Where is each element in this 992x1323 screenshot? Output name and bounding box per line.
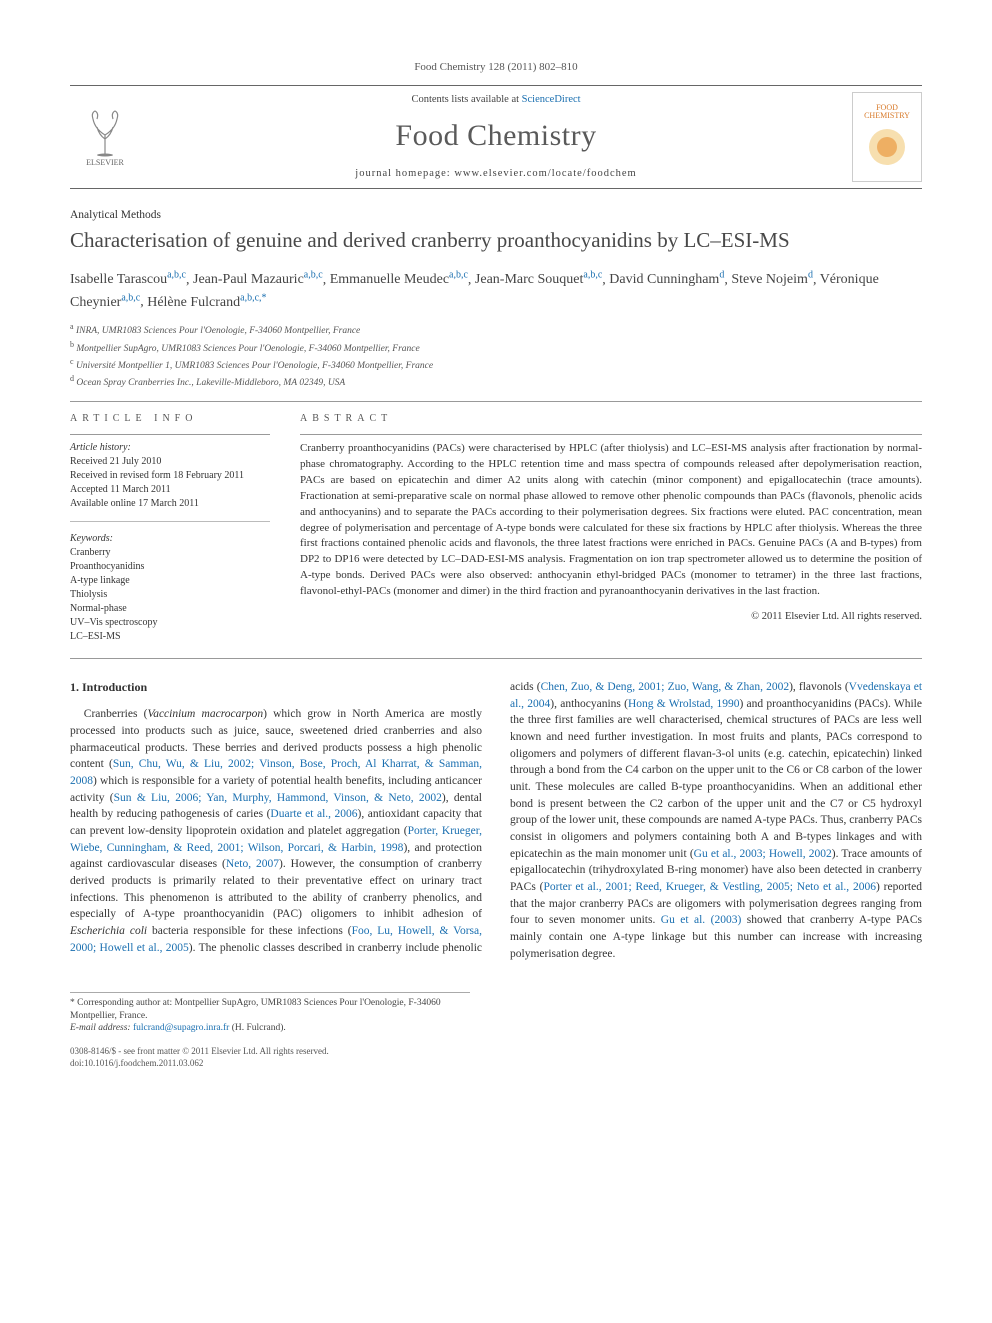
- homepage-url: www.elsevier.com/locate/foodchem: [454, 168, 636, 179]
- citation-link[interactable]: Duarte et al., 2006: [270, 808, 357, 820]
- author: Hélène Fulcranda,b,c,*: [147, 295, 266, 310]
- author: Emmanuelle Meudeca,b,c: [330, 272, 468, 287]
- divider: [70, 401, 922, 402]
- article-section-label: Analytical Methods: [70, 207, 922, 223]
- divider: [300, 434, 922, 435]
- journal-cover-thumbnail: FOOD CHEMISTRY: [852, 92, 922, 182]
- journal-reference: Food Chemistry 128 (2011) 802–810: [70, 60, 922, 75]
- article-info-column: ARTICLE INFO Article history: Received 2…: [70, 408, 270, 644]
- author: Isabelle Tarascoua,b,c: [70, 272, 186, 287]
- keyword: UV–Vis spectroscopy: [70, 616, 270, 630]
- email-label: E-mail address:: [70, 1023, 131, 1033]
- citation-link[interactable]: Hong & Wrolstad, 1990: [628, 698, 740, 710]
- corresponding-author-note: * Corresponding author at: Montpellier S…: [70, 997, 470, 1022]
- history-item: Received 21 July 2010: [70, 455, 270, 469]
- homepage-prefix: journal homepage:: [355, 168, 454, 179]
- author: Jean-Paul Mazaurica,b,c: [193, 272, 323, 287]
- citation-link[interactable]: Gu et al., 2003; Howell, 2002: [694, 848, 832, 860]
- footnote-block: * Corresponding author at: Montpellier S…: [70, 992, 470, 1034]
- citation-link[interactable]: Sun & Liu, 2006; Yan, Murphy, Hammond, V…: [114, 792, 442, 804]
- abstract-text: Cranberry proanthocyanidins (PACs) were …: [300, 441, 922, 600]
- history-label: Article history:: [70, 441, 270, 455]
- cover-title: FOOD CHEMISTRY: [853, 102, 921, 122]
- body-two-column: 1. Introduction Cranberries (Vaccinium m…: [70, 679, 922, 962]
- history-item: Available online 17 March 2011: [70, 497, 270, 511]
- citation-link[interactable]: Porter et al., 2001; Reed, Krueger, & Ve…: [543, 881, 876, 893]
- citation-link[interactable]: Gu et al. (2003): [661, 914, 742, 926]
- authors-line: Isabelle Tarascoua,b,c, Jean-Paul Mazaur…: [70, 268, 922, 313]
- intro-paragraph: Cranberries (Vaccinium macrocarpon) whic…: [70, 679, 922, 962]
- keyword: A-type linkage: [70, 574, 270, 588]
- contents-prefix: Contents lists available at: [411, 94, 521, 105]
- citation-link[interactable]: Chen, Zuo, & Deng, 2001; Zuo, Wang, & Zh…: [541, 681, 790, 693]
- history-item: Received in revised form 18 February 201…: [70, 469, 270, 483]
- email-person: (H. Fulcrand).: [232, 1023, 286, 1033]
- keyword: Normal-phase: [70, 602, 270, 616]
- email-link[interactable]: fulcrand@supagro.inra.fr: [133, 1023, 229, 1033]
- affiliations-block: a INRA, UMR1083 Sciences Pour l'Oenologi…: [70, 321, 922, 391]
- keyword: Cranberry: [70, 546, 270, 560]
- affiliation: b Montpellier SupAgro, UMR1083 Sciences …: [70, 339, 922, 356]
- affiliation: c Université Montpellier 1, UMR1083 Scie…: [70, 356, 922, 373]
- publisher-logo: ELSEVIER: [70, 97, 140, 177]
- page-container: Food Chemistry 128 (2011) 802–810 ELSEVI…: [0, 0, 992, 1110]
- species-name: Vaccinium macrocarpon: [147, 708, 263, 720]
- page-footer: 0308-8146/$ - see front matter © 2011 El…: [70, 1046, 922, 1069]
- keyword: Thiolysis: [70, 588, 270, 602]
- info-abstract-row: ARTICLE INFO Article history: Received 2…: [70, 408, 922, 644]
- article-info-heading: ARTICLE INFO: [70, 412, 270, 426]
- affiliation: d Ocean Spray Cranberries Inc., Lakevill…: [70, 373, 922, 390]
- keywords-block: Keywords: Cranberry Proanthocyanidins A-…: [70, 532, 270, 644]
- divider: [70, 434, 270, 435]
- doi-line: doi:10.1016/j.foodchem.2011.03.062: [70, 1058, 922, 1070]
- article-title: Characterisation of genuine and derived …: [70, 227, 922, 253]
- sciencedirect-link[interactable]: ScienceDirect: [522, 94, 581, 105]
- publisher-logo-label: ELSEVIER: [86, 157, 124, 168]
- elsevier-tree-icon: [85, 107, 125, 157]
- intro-heading: 1. Introduction: [70, 679, 482, 696]
- contents-line: Contents lists available at ScienceDirec…: [140, 93, 852, 108]
- article-history-block: Article history: Received 21 July 2010 R…: [70, 441, 270, 522]
- journal-title: Food Chemistry: [140, 115, 852, 157]
- abstract-heading: ABSTRACT: [300, 412, 922, 426]
- abstract-column: ABSTRACT Cranberry proanthocyanidins (PA…: [300, 408, 922, 644]
- keyword: LC–ESI-MS: [70, 630, 270, 644]
- homepage-line: journal homepage: www.elsevier.com/locat…: [140, 167, 852, 182]
- issn-line: 0308-8146/$ - see front matter © 2011 El…: [70, 1046, 922, 1058]
- affiliation: a INRA, UMR1083 Sciences Pour l'Oenologi…: [70, 321, 922, 338]
- journal-header-bar: ELSEVIER Contents lists available at Sci…: [70, 85, 922, 189]
- author: Steve Nojeimd: [731, 272, 813, 287]
- keyword: Proanthocyanidins: [70, 560, 270, 574]
- species-name: Escherichia coli: [70, 925, 147, 937]
- author: David Cunninghamd: [609, 272, 724, 287]
- history-item: Accepted 11 March 2011: [70, 483, 270, 497]
- author: Jean-Marc Souqueta,b,c: [475, 272, 602, 287]
- email-line: E-mail address: fulcrand@supagro.inra.fr…: [70, 1022, 470, 1034]
- keywords-label: Keywords:: [70, 532, 270, 546]
- abstract-copyright: © 2011 Elsevier Ltd. All rights reserved…: [300, 610, 922, 625]
- header-middle: Contents lists available at ScienceDirec…: [140, 93, 852, 182]
- citation-link[interactable]: Neto, 2007: [226, 858, 279, 870]
- cover-art-icon: [862, 122, 912, 172]
- divider: [70, 658, 922, 659]
